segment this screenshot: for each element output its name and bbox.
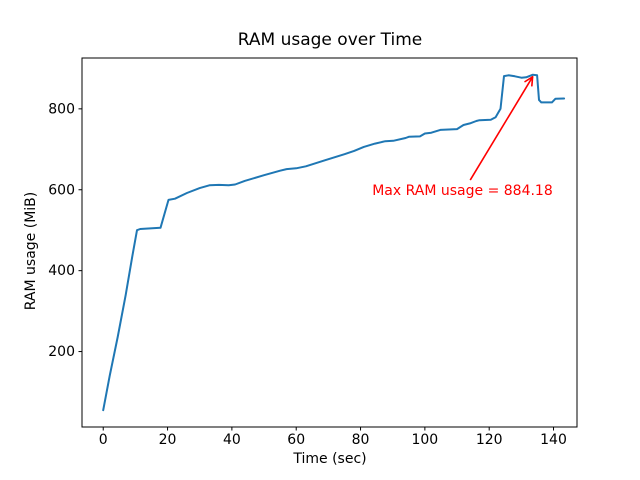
annotation-text: Max RAM usage = 884.18: [372, 183, 553, 200]
x-axis-label: Time (sec): [293, 451, 367, 467]
annotation-arrowhead: [524, 75, 534, 83]
x-tick-label: 60: [287, 432, 305, 448]
x-tick-label: 20: [159, 432, 177, 448]
y-tick-label: 600: [48, 182, 75, 198]
x-tick-label: 120: [476, 432, 503, 448]
annotation-arrowhead: [531, 75, 534, 87]
x-tick-label: 40: [223, 432, 241, 448]
x-tick-label: 0: [99, 432, 108, 448]
y-axis-label: RAM usage (MiB): [23, 191, 39, 311]
y-tick-label: 400: [48, 263, 75, 279]
annotation-arrow: [469, 76, 534, 181]
plot-border: [81, 57, 578, 428]
ram-usage-line: [102, 73, 566, 412]
y-tick-label: 200: [48, 344, 75, 360]
x-tick-label: 100: [411, 432, 438, 448]
x-tick-label: 80: [352, 432, 370, 448]
chart-title: RAM usage over Time: [237, 30, 423, 50]
x-tick-label: 140: [540, 432, 567, 448]
y-tick-label: 800: [48, 101, 75, 117]
